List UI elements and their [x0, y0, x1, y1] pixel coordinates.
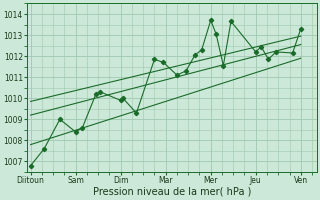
X-axis label: Pression niveau de la mer( hPa ): Pression niveau de la mer( hPa )	[92, 187, 251, 197]
